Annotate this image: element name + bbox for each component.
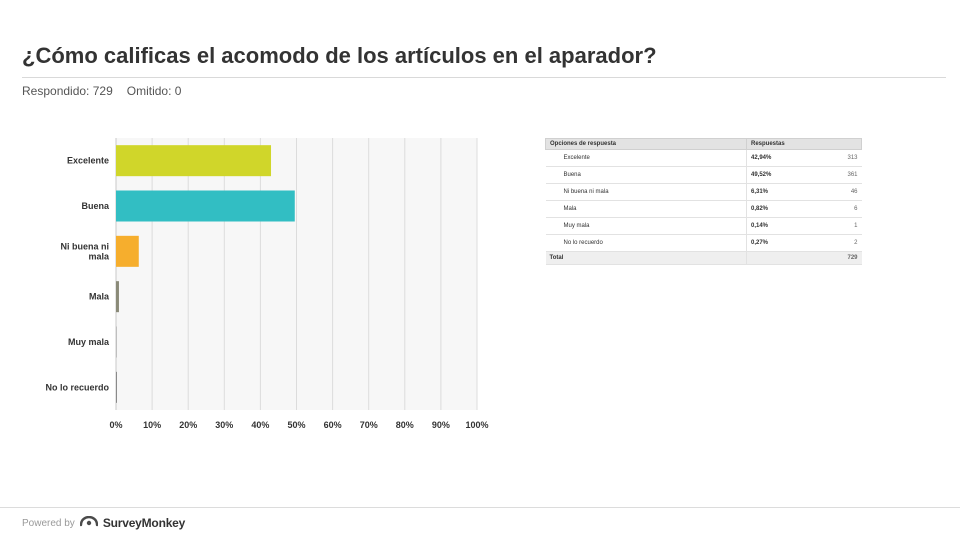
footer: Powered by SurveyMonkey	[22, 515, 185, 531]
row-option: Muy mala	[545, 217, 747, 235]
x-tick-label: 90%	[432, 420, 450, 430]
table-row: Mala 0,82% 6	[545, 200, 862, 218]
x-tick-label: 100%	[465, 420, 488, 430]
row-percent: 49,52%	[746, 166, 807, 184]
table-total-row: Total 729	[545, 251, 862, 265]
category-label: Ni buena ni mala	[60, 241, 110, 261]
row-option: Buena	[545, 166, 747, 184]
row-count: 6	[806, 200, 862, 218]
x-tick-label: 40%	[251, 420, 269, 430]
row-option: No lo recuerdo	[545, 234, 747, 252]
question-title: ¿Cómo calificas el acomodo de los artícu…	[22, 43, 657, 68]
x-tick-label: 50%	[287, 420, 305, 430]
row-option: Excelente	[545, 149, 747, 167]
total-value: 729	[746, 251, 862, 265]
category-label: No lo recuerdo	[45, 382, 109, 392]
bar-excelente	[116, 145, 272, 177]
row-count: 2	[806, 234, 862, 252]
surveymonkey-logo-icon	[79, 514, 99, 532]
x-tick-label: 80%	[396, 420, 414, 430]
x-tick-label: 0%	[109, 420, 122, 430]
powered-by-text: Powered by	[22, 517, 75, 529]
bar-ni-buena-ni-mala	[116, 235, 139, 267]
bar-buena	[116, 190, 295, 222]
table-row: No lo recuerdo 0,27% 2	[545, 234, 862, 252]
table-row: Ni buena ni mala 6,31% 46	[545, 183, 862, 201]
category-label: Excelente	[67, 156, 109, 166]
answered-count: Respondido: 729	[22, 84, 113, 98]
response-stats: Respondido: 729 Omitido: 0	[22, 84, 181, 98]
total-label: Total	[545, 251, 747, 265]
row-count: 313	[806, 149, 862, 167]
header-options: Opciones de respuesta	[545, 138, 747, 150]
category-label: Mala	[89, 292, 110, 302]
responses-table: Opciones de respuesta Respuestas Excelen…	[545, 138, 862, 265]
category-label: Buena	[81, 201, 110, 211]
row-count: 1	[806, 217, 862, 235]
table-row: Muy mala 0,14% 1	[545, 217, 862, 235]
x-tick-label: 20%	[179, 420, 197, 430]
skipped-count: Omitido: 0	[126, 84, 182, 98]
category-label: Muy mala	[68, 337, 110, 347]
x-tick-label: 70%	[360, 420, 378, 430]
x-tick-label: 60%	[324, 420, 342, 430]
bar-mala	[116, 281, 119, 313]
bar-no-lo-recuerdo	[116, 371, 117, 403]
brand-name: SurveyMonkey	[102, 516, 186, 530]
row-option: Ni buena ni mala	[545, 183, 747, 201]
table-row: Buena 49,52% 361	[545, 166, 862, 184]
row-percent: 0,27%	[746, 234, 807, 252]
row-percent: 6,31%	[746, 183, 807, 201]
table-header-row: Opciones de respuesta Respuestas	[545, 138, 862, 150]
row-option: Mala	[545, 200, 747, 218]
row-count: 46	[806, 183, 862, 201]
x-tick-label: 30%	[215, 420, 233, 430]
table-row: Excelente 42,94% 313	[545, 149, 862, 167]
bar-muy-mala	[116, 326, 117, 358]
footer-divider	[0, 507, 960, 508]
row-percent: 0,82%	[746, 200, 807, 218]
row-percent: 42,94%	[746, 149, 807, 167]
x-tick-label: 10%	[143, 420, 161, 430]
row-count: 361	[806, 166, 862, 184]
title-divider	[22, 77, 946, 78]
header-responses: Respuestas	[746, 138, 862, 150]
row-percent: 0,14%	[746, 217, 807, 235]
